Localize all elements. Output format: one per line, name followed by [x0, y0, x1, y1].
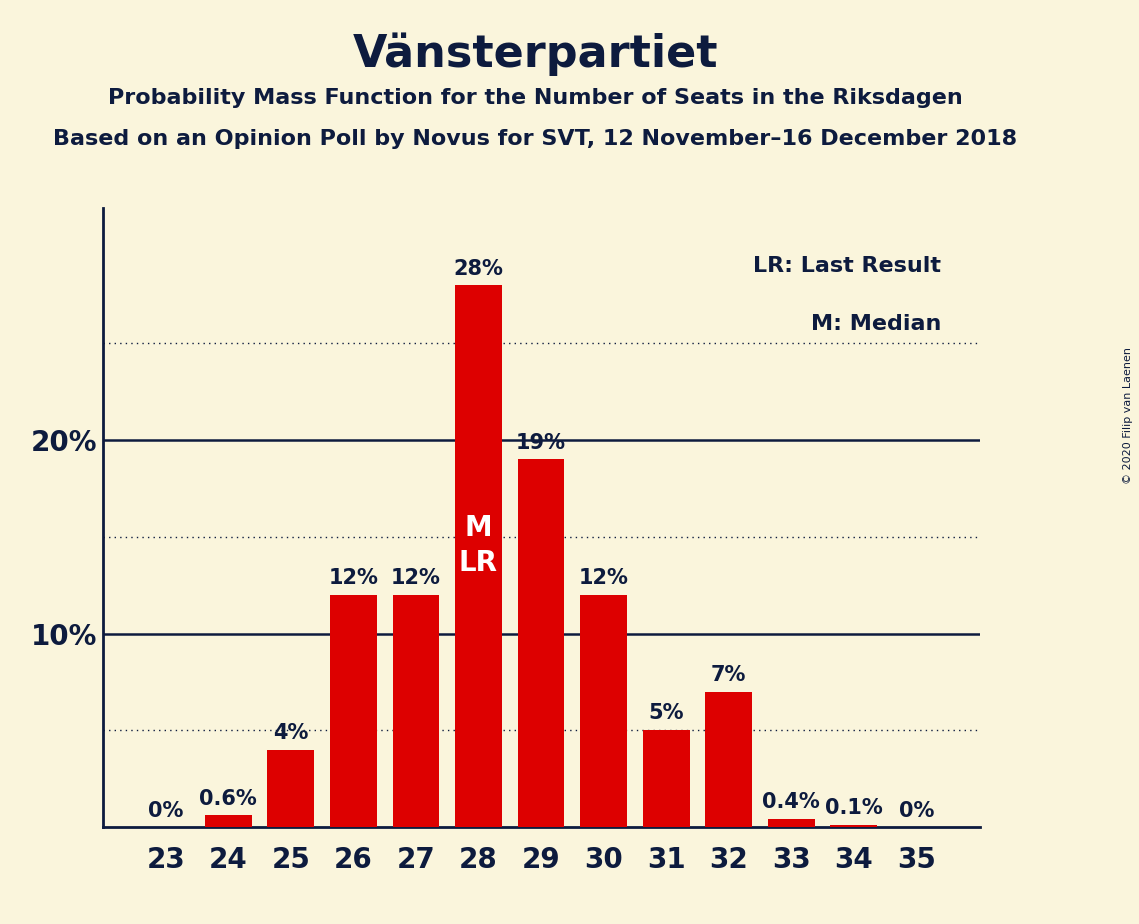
Text: 28%: 28% [453, 259, 503, 278]
Text: 19%: 19% [516, 432, 566, 453]
Text: 0.6%: 0.6% [199, 788, 257, 808]
Text: 12%: 12% [328, 568, 378, 588]
Text: Based on an Opinion Poll by Novus for SVT, 12 November–16 December 2018: Based on an Opinion Poll by Novus for SV… [54, 129, 1017, 150]
Text: 0%: 0% [899, 801, 934, 821]
Text: 4%: 4% [273, 723, 309, 743]
Bar [205, 815, 252, 827]
Bar [330, 595, 377, 827]
Bar [393, 595, 440, 827]
Text: 7%: 7% [711, 664, 746, 685]
Text: 0%: 0% [148, 801, 183, 821]
Text: © 2020 Filip van Laenen: © 2020 Filip van Laenen [1123, 347, 1133, 484]
Bar [456, 286, 502, 827]
Text: LR: Last Result: LR: Last Result [753, 256, 941, 276]
Text: M
LR: M LR [459, 514, 498, 577]
Text: 5%: 5% [648, 703, 683, 723]
Bar [580, 595, 626, 827]
Bar [268, 749, 314, 827]
Bar [830, 825, 877, 827]
Bar [768, 820, 814, 827]
Bar [517, 459, 565, 827]
Text: Vänsterpartiet: Vänsterpartiet [353, 32, 718, 76]
Text: 12%: 12% [391, 568, 441, 588]
Text: 12%: 12% [579, 568, 629, 588]
Bar [705, 691, 752, 827]
Text: 0.1%: 0.1% [825, 798, 883, 819]
Text: Probability Mass Function for the Number of Seats in the Riksdagen: Probability Mass Function for the Number… [108, 88, 962, 108]
Text: M: Median: M: Median [811, 314, 941, 334]
Text: 0.4%: 0.4% [762, 793, 820, 812]
Bar [642, 730, 689, 827]
